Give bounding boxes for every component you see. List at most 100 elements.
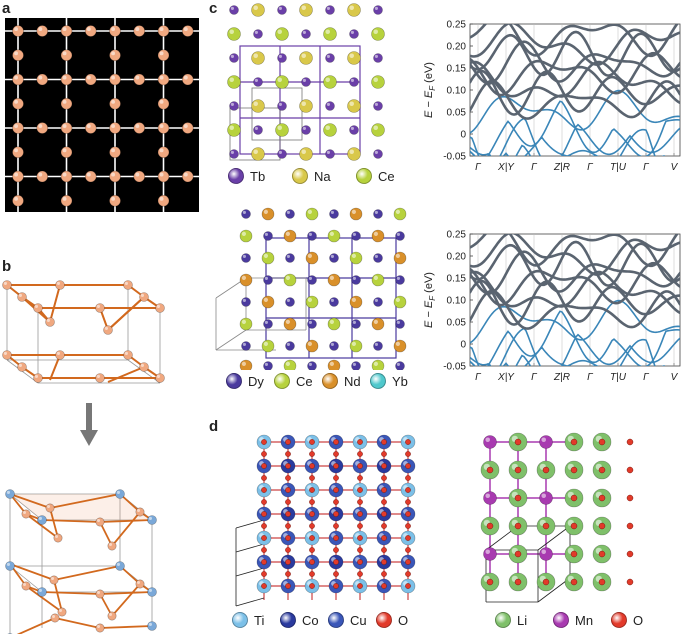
atom-body	[115, 561, 125, 571]
band-curve	[470, 40, 680, 85]
atom-highlight	[86, 124, 91, 128]
atom	[123, 350, 133, 360]
atom-highlight	[116, 490, 121, 494]
atom-body	[133, 170, 146, 183]
atom-highlight	[38, 124, 43, 128]
atom-body	[157, 122, 170, 134]
atom-highlight	[111, 196, 115, 201]
atom-highlight	[308, 320, 312, 324]
x-tick-label: Z|R	[553, 162, 570, 173]
atom-o	[598, 522, 606, 530]
atom-dopant	[261, 207, 275, 221]
atom-o	[357, 535, 363, 541]
atom-body	[327, 229, 341, 243]
atom-ce-na	[251, 99, 265, 113]
atom	[181, 122, 194, 134]
atom-o	[570, 438, 578, 446]
atom-highlight	[14, 148, 18, 153]
atom-body	[37, 515, 47, 525]
atom-body	[539, 435, 553, 449]
atom-highlight	[330, 210, 334, 214]
atom-ce-na	[347, 99, 361, 113]
atom-highlight	[396, 232, 400, 236]
atom-highlight	[96, 374, 101, 378]
atom-highlight	[14, 99, 18, 104]
y-tick-label: 0.10	[447, 86, 467, 97]
atom-o	[405, 499, 411, 505]
atom-body	[395, 275, 405, 285]
atom-ce-na	[323, 27, 337, 41]
atom-highlight	[351, 341, 356, 346]
atom-tb	[277, 53, 287, 63]
atom-o	[333, 463, 339, 469]
atom-body	[277, 53, 287, 63]
atom-o	[309, 499, 315, 505]
atom-o	[333, 523, 339, 529]
atom-body	[36, 122, 49, 134]
atom-body	[53, 533, 63, 543]
atom	[95, 623, 105, 633]
atom-highlight	[159, 148, 164, 153]
atom-body	[60, 170, 73, 183]
atom-o	[261, 547, 267, 553]
atom-o	[261, 475, 267, 481]
atom-body	[84, 170, 97, 183]
atom-highlight	[111, 51, 115, 56]
atom-highlight	[241, 361, 246, 366]
atom	[133, 122, 146, 134]
atom-body	[155, 303, 165, 313]
atom-o	[285, 487, 291, 493]
y-tick-label: 0.15	[447, 64, 467, 75]
atom-body	[12, 122, 24, 134]
atom-body	[373, 5, 383, 15]
atom-body	[305, 207, 319, 221]
atom-body	[60, 49, 73, 62]
atom-o	[309, 547, 315, 553]
atom-body	[239, 229, 253, 243]
atom-o	[285, 583, 291, 589]
legend-label: Ce	[378, 168, 395, 184]
atom-o	[486, 522, 494, 530]
atom-o	[309, 451, 315, 457]
x-tick-label: Γ	[587, 162, 594, 173]
atom-highlight	[330, 342, 334, 346]
atom-highlight	[263, 253, 268, 258]
atom-highlight	[52, 615, 55, 618]
atom-body	[21, 581, 31, 591]
atom-o	[309, 559, 315, 565]
atom-o	[309, 571, 315, 577]
atom-body	[349, 29, 359, 39]
atom-dopant	[371, 317, 385, 331]
distorted-bond	[53, 579, 63, 613]
atom	[60, 170, 73, 183]
atom-o	[514, 438, 522, 446]
atom-highlight	[6, 562, 10, 566]
band-curve	[470, 117, 680, 156]
atom-highlight	[325, 77, 330, 82]
atom-o	[626, 466, 634, 474]
atom-highlight	[326, 54, 330, 58]
atom-body	[95, 623, 105, 633]
atom-body	[60, 122, 73, 134]
atom-dopant	[393, 251, 407, 265]
atom-body	[325, 5, 335, 15]
atom-dopant	[283, 359, 297, 370]
atom-o	[333, 583, 339, 589]
atom-dopant	[327, 317, 341, 331]
atom-highlight	[96, 304, 101, 308]
atom-highlight	[308, 362, 312, 366]
atom-body	[299, 3, 313, 17]
atom-o	[405, 523, 411, 529]
legend-swatch	[370, 373, 386, 389]
atom-ce-na	[347, 51, 361, 65]
atom-highlight	[14, 75, 18, 80]
atom-dy	[329, 253, 339, 263]
legend-swatch	[226, 373, 242, 389]
atom	[157, 122, 170, 134]
atom-body	[21, 509, 31, 519]
atom-highlight	[253, 53, 258, 58]
atom-body	[371, 75, 385, 89]
atom	[60, 194, 73, 207]
atom-dy	[351, 275, 361, 285]
atom-highlight	[326, 150, 330, 154]
